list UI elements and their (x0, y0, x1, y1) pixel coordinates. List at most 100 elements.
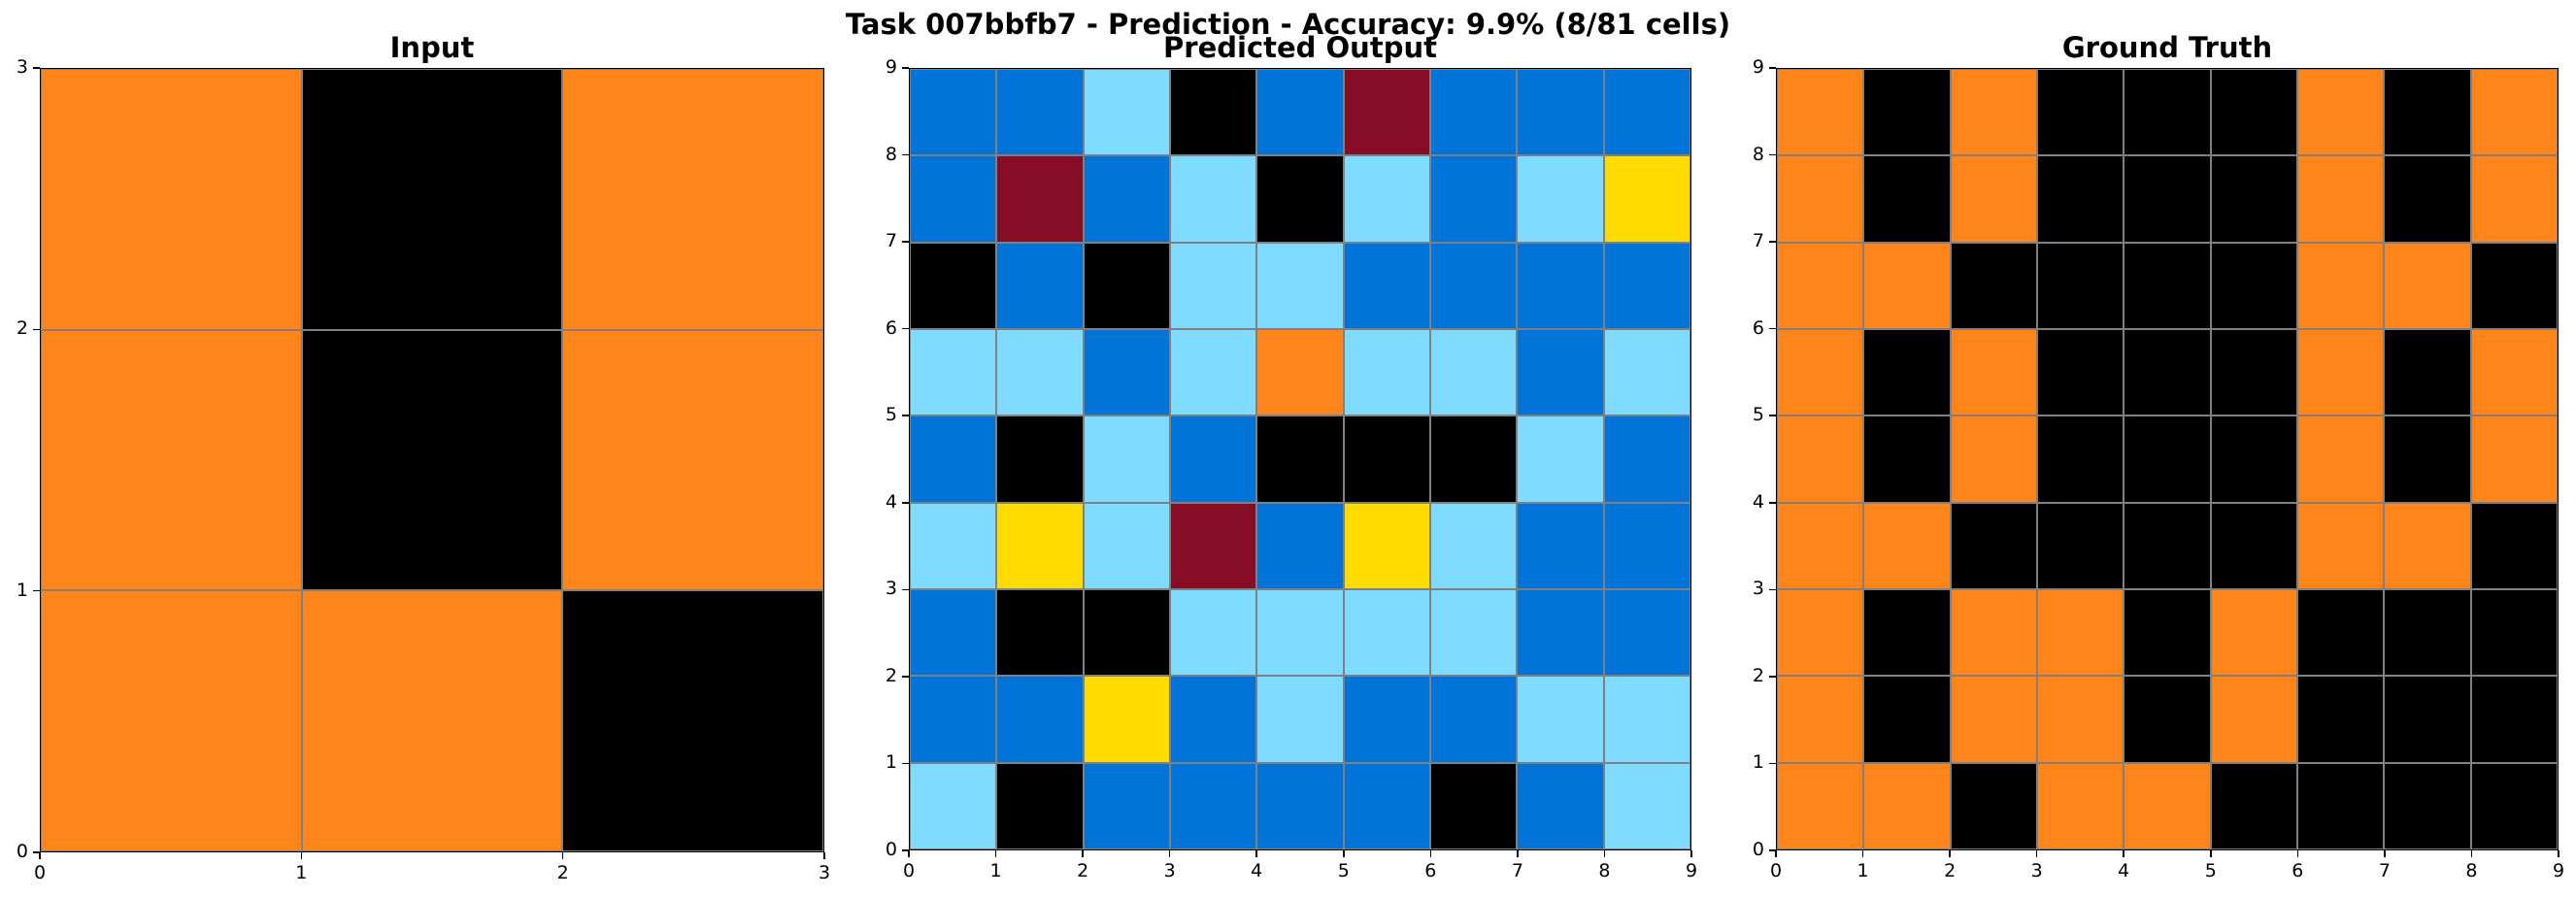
predicted-cell-r0-c2 (1083, 69, 1170, 156)
ground-truth-cell-r3-c6 (2297, 329, 2385, 416)
input-ytick-label: 2 (16, 317, 28, 340)
ground-truth-xtick-label: 6 (2292, 860, 2304, 881)
predicted-cell-r0-c0 (910, 69, 997, 156)
input-title: Input (389, 31, 475, 64)
predicted-xtick-mark (1082, 850, 1084, 857)
ground-truth-cell-r6-c1 (1863, 589, 1951, 677)
ground-truth-ytick-mark (1769, 327, 1776, 330)
ground-truth-cell-r6-c6 (2297, 589, 2385, 677)
ground-truth-cell-r1-c1 (1863, 155, 1951, 243)
ground-truth-cell-r1-c2 (1950, 155, 2037, 243)
ground-truth-ytick-mark (1769, 588, 1776, 591)
predicted-ytick-label: 2 (885, 664, 897, 686)
ground-truth-cell-r6-c5 (2210, 589, 2297, 677)
predicted-cell-r5-c1 (996, 502, 1084, 589)
predicted-cell-r5-c5 (1343, 502, 1430, 589)
input-ytick-label: 1 (16, 579, 28, 601)
predicted-cell-r0-c5 (1343, 69, 1430, 156)
ground-truth-cell-r8-c4 (2124, 762, 2211, 849)
ground-truth-ytick-label: 9 (1752, 56, 1764, 78)
ground-truth-ytick-mark (1769, 676, 1776, 678)
predicted-ytick-label: 6 (885, 316, 897, 339)
predicted-cell-r0-c4 (1256, 69, 1344, 156)
ground-truth-xtick-label: 4 (2118, 860, 2130, 881)
predicted-ytick-mark (902, 849, 909, 851)
predicted-xtick-mark (1255, 850, 1257, 857)
ground-truth-cell-r8-c2 (1950, 762, 2037, 849)
predicted-cell-r8-c0 (910, 762, 997, 849)
ground-truth-cell-r5-c8 (2470, 502, 2558, 589)
predicted-cell-r3-c3 (1170, 329, 1257, 416)
ground-truth-cell-r0-c5 (2210, 69, 2297, 156)
ground-truth-cell-r4-c8 (2470, 415, 2558, 503)
ground-truth-cell-r4-c2 (1950, 415, 2037, 503)
ground-truth-cell-r4-c6 (2297, 415, 2385, 503)
ground-truth-cell-r4-c0 (1777, 415, 1864, 503)
predicted-cell-r2-c1 (996, 242, 1084, 329)
predicted-cell-r7-c4 (1256, 676, 1344, 763)
predicted-cell-r4-c2 (1083, 415, 1170, 503)
predicted-cell-r1-c4 (1256, 155, 1344, 243)
ground-truth-cell-r6-c0 (1777, 589, 1864, 677)
input-ytick-label: 0 (16, 841, 28, 862)
predicted-xtick-label: 6 (1424, 860, 1437, 881)
ground-truth-cell-r3-c5 (2210, 329, 2297, 416)
ground-truth-cell-r6-c4 (2124, 589, 2211, 677)
ground-truth-cell-r7-c4 (2124, 676, 2211, 763)
predicted-ytick-mark (902, 762, 909, 765)
ground-truth-cell-r4-c1 (1863, 415, 1951, 503)
predicted-xtick-label: 3 (1163, 860, 1176, 881)
predicted-cell-r2-c7 (1517, 242, 1604, 329)
predicted-cell-r0-c1 (996, 69, 1084, 156)
ground-truth-cell-r1-c3 (2037, 155, 2124, 243)
ground-truth-cell-r8-c5 (2210, 762, 2297, 849)
ground-truth-xtick-label: 0 (1769, 860, 1783, 881)
predicted-cell-r2-c2 (1083, 242, 1170, 329)
ground-truth-xtick-mark (1775, 850, 1777, 857)
predicted-xtick-mark (1517, 850, 1519, 857)
predicted-cell-r1-c6 (1430, 155, 1518, 243)
ground-truth-xtick-label: 3 (2030, 860, 2043, 881)
predicted-cell-r4-c7 (1517, 415, 1604, 503)
ground-truth-cell-r6-c3 (2037, 589, 2124, 677)
predicted-cell-r5-c3 (1170, 502, 1257, 589)
predicted-cell-r6-c5 (1343, 589, 1430, 677)
ground-truth-cell-r8-c7 (2384, 762, 2471, 849)
ground-truth-cell-r8-c3 (2037, 762, 2124, 849)
ground-truth-cell-r3-c2 (1950, 329, 2037, 416)
predicted-cell-r4-c0 (910, 415, 997, 503)
ground-truth-cell-r8-c0 (1777, 762, 1864, 849)
predicted-ytick-mark (902, 676, 909, 678)
ground-truth-cell-r1-c6 (2297, 155, 2385, 243)
ground-truth-ytick-mark (1769, 153, 1776, 156)
ground-truth-cell-r2-c7 (2384, 242, 2471, 329)
predicted-cell-r4-c8 (1603, 415, 1690, 503)
predicted-ytick-label: 4 (885, 490, 897, 513)
predicted-xtick-label: 7 (1511, 860, 1523, 881)
predicted-ytick-label: 8 (885, 143, 897, 165)
predicted-cell-r6-c1 (996, 589, 1084, 677)
predicted-xtick-mark (1429, 850, 1432, 857)
predicted-cell-r3-c1 (996, 329, 1084, 416)
ground-truth-cell-r5-c3 (2037, 502, 2124, 589)
ground-truth-cell-r2-c5 (2210, 242, 2297, 329)
predicted-cell-r3-c8 (1603, 329, 1690, 416)
ground-truth-xtick-mark (1861, 850, 1864, 857)
predicted-cell-r3-c2 (1083, 329, 1170, 416)
predicted-cell-r8-c1 (996, 762, 1084, 849)
predicted-cell-r3-c0 (910, 329, 997, 416)
ground-truth-cell-r5-c6 (2297, 502, 2385, 589)
predicted-cell-r1-c2 (1083, 155, 1170, 243)
ground-truth-cell-r6-c7 (2384, 589, 2471, 677)
ground-truth-cell-r5-c2 (1950, 502, 2037, 589)
ground-truth-xtick-mark (2296, 850, 2299, 857)
predicted-ytick-label: 1 (885, 751, 897, 774)
ground-truth-cell-r2-c1 (1863, 242, 1951, 329)
ground-truth-xtick-label: 2 (1944, 860, 1957, 881)
predicted-xtick-label: 0 (902, 860, 916, 881)
predicted-cell-r2-c0 (910, 242, 997, 329)
predicted-cell-r8-c2 (1083, 762, 1170, 849)
ground-truth-xtick-mark (1949, 850, 1951, 857)
ground-truth-ytick-label: 3 (1752, 578, 1764, 600)
predicted-cell-r0-c3 (1170, 69, 1257, 156)
